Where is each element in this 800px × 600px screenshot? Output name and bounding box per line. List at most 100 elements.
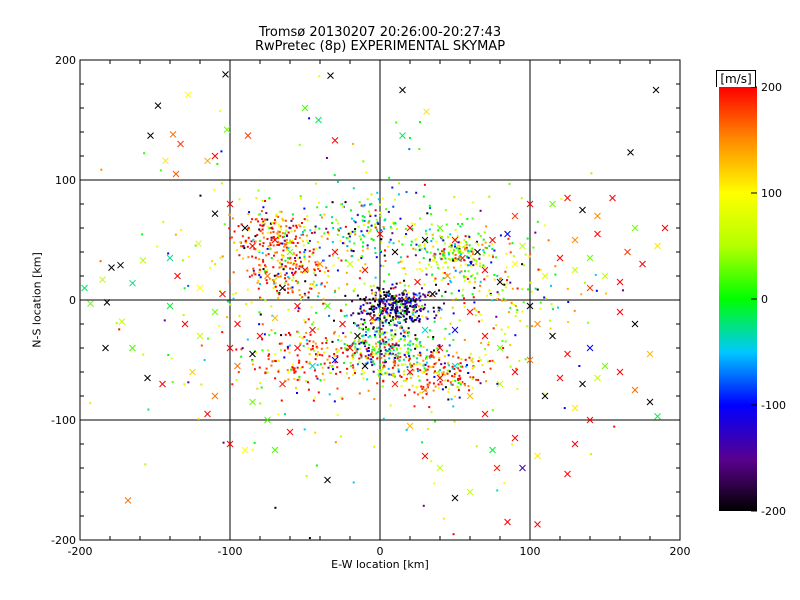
scatter-dot — [319, 379, 322, 382]
scatter-dot — [295, 226, 298, 229]
scatter-dot — [401, 267, 404, 270]
scatter-dot — [542, 392, 545, 395]
scatter-dot — [377, 318, 380, 321]
scatter-dot — [399, 374, 402, 377]
scatter-dot — [344, 259, 347, 262]
scatter-dot — [380, 241, 383, 244]
scatter-dot — [316, 346, 319, 349]
scatter-dot — [418, 342, 421, 345]
scatter-dot — [514, 334, 517, 337]
scatter-dot — [214, 263, 217, 266]
scatter-dot — [411, 317, 414, 320]
scatter-dot — [479, 359, 482, 362]
scatter-dot — [474, 280, 477, 283]
scatter-dot — [303, 207, 306, 210]
scatter-dot — [388, 176, 391, 179]
scatter-dot — [457, 248, 460, 251]
scatter-dot — [391, 283, 394, 286]
scatter-dot — [478, 265, 481, 268]
scatter-point — [534, 521, 541, 528]
scatter-dot — [391, 302, 394, 305]
scatter-point — [489, 446, 496, 454]
scatter-point — [271, 314, 279, 322]
scatter-dot — [388, 348, 391, 351]
scatter-dot — [461, 294, 464, 297]
scatter-dot — [345, 343, 348, 346]
scatter-dot — [506, 326, 509, 329]
scatter-dot — [269, 231, 272, 234]
scatter-dot — [504, 340, 507, 343]
scatter-dot — [388, 324, 391, 327]
scatter-dot — [423, 294, 426, 297]
scatter-dot — [364, 355, 367, 358]
scatter-point — [196, 332, 204, 340]
scatter-dot — [384, 360, 387, 363]
scatter-dot — [392, 361, 395, 364]
scatter-dot — [336, 355, 339, 358]
scatter-dot — [337, 257, 340, 260]
scatter-dot — [370, 351, 373, 354]
scatter-dot — [284, 232, 287, 235]
scatter-dot — [464, 248, 467, 251]
scatter-dot — [382, 288, 385, 291]
scatter-dot — [278, 261, 281, 264]
scatter-point — [181, 320, 189, 328]
scatter-dot — [349, 231, 352, 234]
scatter-point — [279, 380, 286, 388]
scatter-dot — [267, 253, 270, 256]
scatter-dot — [410, 240, 413, 243]
scatter-dot — [434, 362, 437, 365]
scatter-dot — [440, 257, 443, 260]
scatter-dot — [520, 197, 523, 200]
scatter-dot — [336, 269, 339, 272]
scatter-dot — [425, 357, 428, 360]
scatter-point — [646, 350, 654, 358]
scatter-dot — [404, 300, 407, 303]
scatter-dot — [502, 297, 505, 300]
colorbar-tick-label: 100 — [761, 187, 782, 200]
scatter-dot — [287, 291, 290, 294]
scatter-dot — [363, 371, 366, 374]
scatter-dot — [288, 331, 291, 334]
scatter-dot — [415, 303, 418, 306]
scatter-dot — [437, 310, 440, 313]
scatter-dot — [350, 249, 353, 252]
scatter-dot — [183, 287, 186, 290]
scatter-dot — [430, 366, 433, 369]
scatter-dot — [337, 287, 340, 290]
scatter-dot — [285, 246, 288, 249]
scatter-dot — [440, 238, 443, 241]
scatter-dot — [504, 332, 507, 335]
scatter-dot — [426, 251, 429, 254]
scatter-dot — [167, 353, 170, 356]
scatter-dot — [382, 291, 385, 294]
scatter-dot — [339, 240, 342, 243]
scatter-dot — [269, 222, 272, 225]
scatter-dot — [275, 214, 278, 217]
scatter-dot — [359, 269, 362, 272]
scatter-dot — [280, 253, 283, 256]
scatter-dot — [373, 308, 376, 311]
scatter-dot — [405, 351, 408, 354]
scatter-dot — [360, 318, 363, 321]
scatter-dot — [426, 378, 429, 381]
colorbar-unit-label: [m/s] — [716, 70, 756, 87]
scatter-dot — [375, 342, 378, 345]
scatter-dot — [468, 280, 471, 283]
scatter-dot — [360, 255, 363, 258]
scatter-point — [124, 497, 132, 504]
scatter-dot — [287, 371, 290, 374]
scatter-dot — [395, 307, 398, 310]
scatter-dot — [449, 243, 452, 246]
scatter-dot — [289, 239, 292, 242]
scatter-dot — [369, 230, 372, 233]
scatter-dot — [421, 387, 424, 390]
scatter-dot — [321, 342, 324, 345]
scatter-dot — [452, 298, 455, 301]
scatter-point — [586, 284, 594, 292]
scatter-dot — [378, 288, 381, 291]
scatter-dot — [163, 319, 166, 322]
scatter-dot — [479, 234, 482, 237]
scatter-dot — [286, 238, 289, 241]
